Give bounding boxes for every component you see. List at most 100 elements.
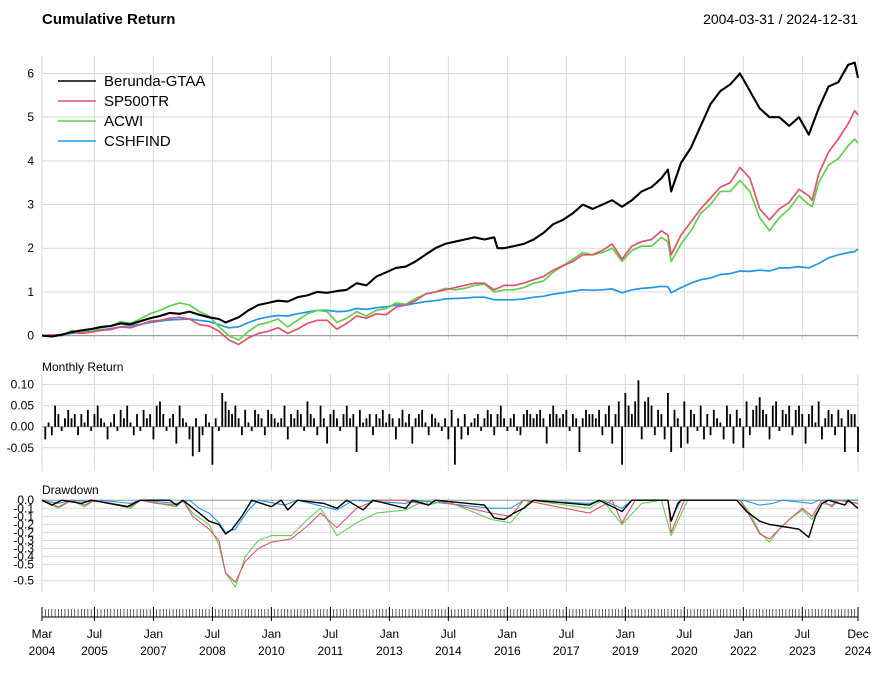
series-line-acwi xyxy=(42,138,859,341)
monthly-return-bar xyxy=(791,426,794,436)
y-tick-label: -0.4 xyxy=(13,550,34,564)
y-tick-label: -0.1 xyxy=(13,501,34,515)
monthly-return-bar xyxy=(755,405,758,427)
monthly-return-bar xyxy=(319,405,322,427)
x-tick-label-month: Jul xyxy=(323,627,338,641)
monthly-return-bar xyxy=(457,418,460,427)
monthly-return-bar xyxy=(178,405,181,427)
monthly-return-bar xyxy=(368,414,371,427)
monthly-return-bar xyxy=(680,426,682,448)
monthly-return-bar xyxy=(77,426,79,436)
x-tick-label-year: 2016 xyxy=(494,644,521,658)
monthly-return-bar xyxy=(476,414,479,427)
monthly-return-bar xyxy=(332,409,335,427)
monthly-return-bar xyxy=(326,426,329,444)
monthly-return-bar xyxy=(126,405,129,427)
monthly-return-bar xyxy=(165,426,168,431)
y-tick-label: 2 xyxy=(27,241,34,255)
monthly-return-bar xyxy=(191,426,194,457)
monthly-return-bar xyxy=(585,409,587,427)
monthly-return-bar xyxy=(509,418,512,427)
monthly-return-bar xyxy=(801,414,804,427)
monthly-return-bar xyxy=(86,409,89,427)
monthly-return-bar xyxy=(716,418,718,427)
x-tick-label-year: 2023 xyxy=(789,644,816,658)
monthly-return-bar xyxy=(155,405,158,427)
monthly-return-bar xyxy=(224,401,227,427)
monthly-return-bar xyxy=(47,422,50,427)
drawdown-label: Drawdown xyxy=(42,483,99,497)
monthly-return-bar xyxy=(395,426,397,440)
series-line-cshfind xyxy=(41,248,859,337)
monthly-return-bar xyxy=(182,418,184,427)
monthly-return-bar xyxy=(358,409,361,427)
drawdown-line-sp500tr xyxy=(41,499,859,583)
y-tick-label: -0.5 xyxy=(13,558,34,572)
monthly-return-bar xyxy=(450,409,453,427)
monthly-return-bar xyxy=(139,426,142,431)
monthly-return-bar xyxy=(175,426,178,444)
monthly-return-bar xyxy=(683,401,686,427)
y-tick-label: -0.2 xyxy=(13,525,34,539)
monthly-return-bar xyxy=(513,414,515,427)
monthly-return-bar xyxy=(247,422,250,427)
monthly-return-bar xyxy=(565,409,568,427)
monthly-return-bar xyxy=(57,414,60,427)
monthly-return-bar xyxy=(722,426,725,440)
monthly-return-bar xyxy=(670,426,673,453)
y-tick-label: -0.05 xyxy=(7,441,35,455)
x-tick-label-year: 2013 xyxy=(376,644,403,658)
monthly-return-bar xyxy=(752,409,755,427)
monthly-return-bar xyxy=(850,414,853,427)
monthly-return-bar xyxy=(381,409,384,427)
monthly-return-bar xyxy=(506,426,509,431)
monthly-return-bar xyxy=(83,422,86,427)
monthly-return-bar xyxy=(726,405,728,427)
monthly-return-bar xyxy=(575,418,578,427)
legend-label: CSHFIND xyxy=(104,133,171,150)
monthly-return-bar xyxy=(699,405,702,427)
monthly-return-bar xyxy=(673,409,676,427)
monthly-return-bar xyxy=(267,409,270,427)
monthly-return-bar xyxy=(857,426,859,453)
monthly-return-bar xyxy=(136,414,138,427)
monthly-return-bar xyxy=(535,414,538,427)
monthly-return-bar xyxy=(529,414,532,427)
monthly-return-bar xyxy=(735,409,738,427)
monthly-return-bar xyxy=(748,426,751,436)
monthly-return-bar xyxy=(257,414,260,427)
monthly-return-bar xyxy=(50,426,53,436)
y-tick-label: 0.0 xyxy=(17,493,34,507)
monthly-return-bar xyxy=(552,405,555,427)
monthly-return-bar xyxy=(460,426,463,440)
monthly-return-bar xyxy=(709,426,712,436)
monthly-return-bar xyxy=(676,418,679,427)
monthly-return-panel: Monthly Return 0.10 0.05 0.00 -0.05 xyxy=(7,360,859,471)
monthly-return-bar xyxy=(758,397,761,427)
monthly-return-bar xyxy=(408,414,410,427)
monthly-return-bar xyxy=(578,426,581,453)
drawdown-panel: Drawdown0.0-0.1-0.1-0.2-0.2-0.3-0.3-0.4-… xyxy=(13,483,859,592)
monthly-return-bar xyxy=(280,418,283,427)
monthly-return-bar xyxy=(463,414,466,427)
monthly-return-bar xyxy=(667,392,669,427)
monthly-return-bar xyxy=(483,418,486,427)
x-tick-label-month: Jul xyxy=(677,627,692,641)
monthly-return-bar xyxy=(775,401,777,427)
monthly-return-bar xyxy=(303,426,306,431)
monthly-return-bar xyxy=(67,409,70,427)
monthly-return-bar xyxy=(516,426,519,431)
monthly-return-bar xyxy=(663,426,666,440)
series-line-sp500tr xyxy=(41,109,859,346)
monthly-return-bar xyxy=(454,426,456,465)
monthly-return-bar xyxy=(391,418,394,427)
x-tick-label-month: Jul xyxy=(559,627,574,641)
monthly-return-bar xyxy=(821,426,823,440)
x-tick-label-month: Jan xyxy=(734,627,753,641)
monthly-return-bar xyxy=(621,426,623,465)
monthly-return-bar xyxy=(843,426,846,453)
monthly-return-bar xyxy=(116,426,119,431)
x-tick-label-year: 2008 xyxy=(199,644,226,658)
monthly-return-bar xyxy=(562,414,564,427)
monthly-return-bar xyxy=(73,414,76,427)
